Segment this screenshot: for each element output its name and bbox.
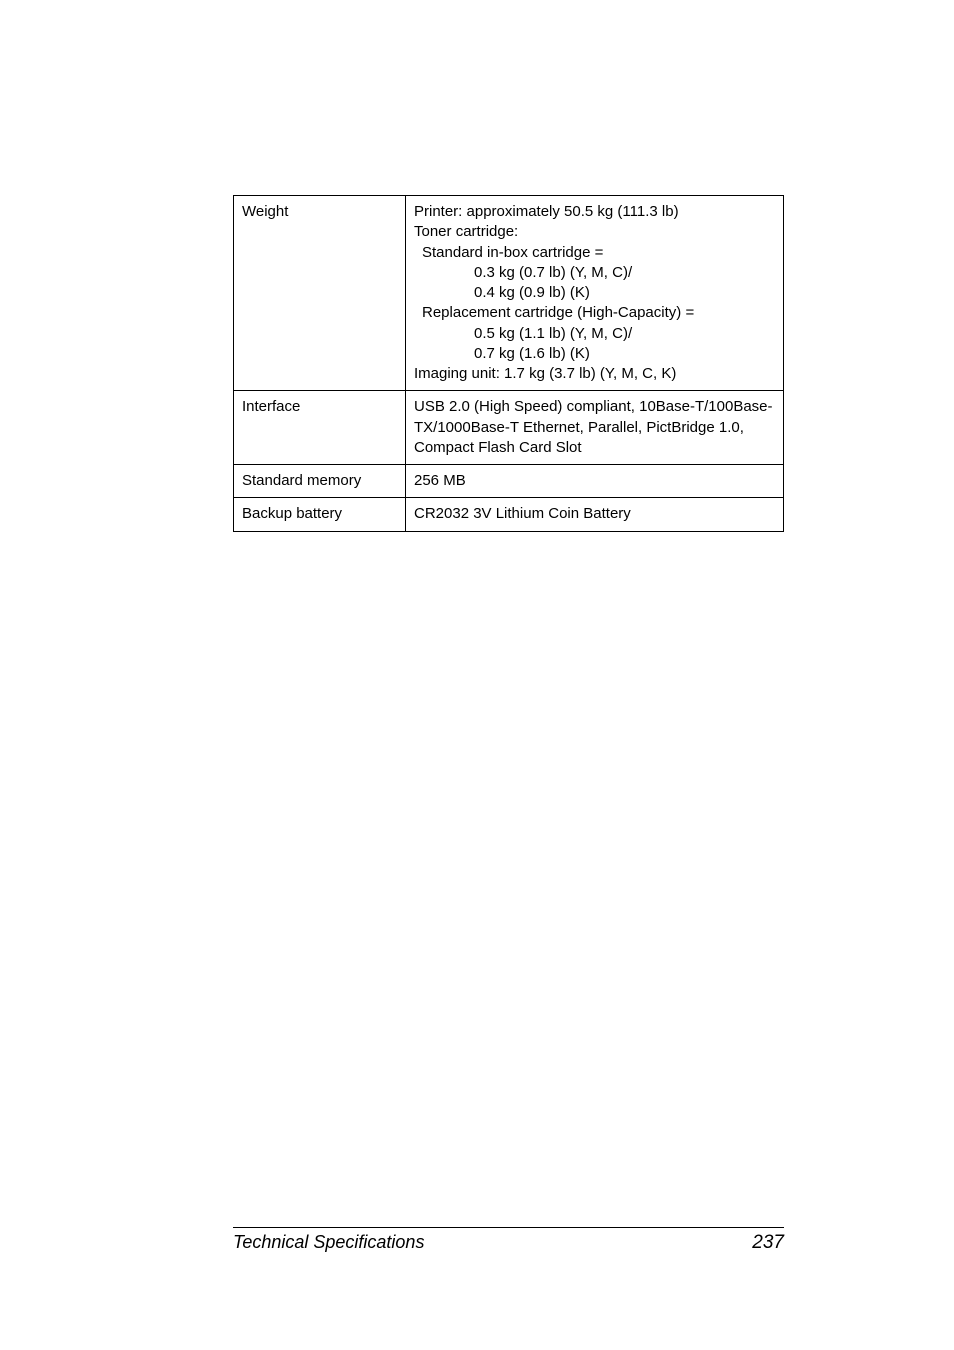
spec-table: Weight Printer: approximately 50.5 kg (11… xyxy=(233,195,784,532)
spec-line: USB 2.0 (High Speed) compliant, 10Base-T… xyxy=(414,397,775,458)
spec-line: Toner cartridge: xyxy=(414,222,775,242)
spec-label: Interface xyxy=(234,391,406,465)
spec-line: CR2032 3V Lithium Coin Battery xyxy=(414,504,775,524)
spec-line: 0.5 kg (1.1 lb) (Y, M, C)/ xyxy=(414,324,775,344)
table-row: Weight Printer: approximately 50.5 kg (11… xyxy=(234,196,784,391)
spec-value: 256 MB xyxy=(406,465,784,498)
spec-line: Imaging unit: 1.7 kg (3.7 lb) (Y, M, C, … xyxy=(414,364,775,384)
spec-label: Standard memory xyxy=(234,465,406,498)
spec-line: 256 MB xyxy=(414,471,775,491)
spec-line: 0.3 kg (0.7 lb) (Y, M, C)/ xyxy=(414,263,775,283)
table-row: InterfaceUSB 2.0 (High Speed) compliant,… xyxy=(234,391,784,465)
footer-rule xyxy=(233,1227,784,1228)
spec-line: Replacement cartridge (High-Capacity) = xyxy=(414,303,775,323)
spec-label: Weight xyxy=(234,196,406,391)
footer-title: Technical Specifications xyxy=(233,1232,424,1253)
spec-line: Standard in-box cartridge = xyxy=(414,243,775,263)
spec-line: Printer: approximately 50.5 kg (111.3 lb… xyxy=(414,202,775,222)
page-footer: Technical Specifications 237 xyxy=(233,1227,784,1254)
spec-label: Backup battery xyxy=(234,498,406,531)
spec-line: 0.4 kg (0.9 lb) (K) xyxy=(414,283,775,303)
table-row: Backup battery CR2032 3V Lithium Coin Bat… xyxy=(234,498,784,531)
spec-value: CR2032 3V Lithium Coin Battery xyxy=(406,498,784,531)
spec-value: Printer: approximately 50.5 kg (111.3 lb… xyxy=(406,196,784,391)
spec-value: USB 2.0 (High Speed) compliant, 10Base-T… xyxy=(406,391,784,465)
footer-page-number: 237 xyxy=(752,1232,784,1254)
spec-line: 0.7 kg (1.6 lb) (K) xyxy=(414,344,775,364)
table-row: Standard memory 256 MB xyxy=(234,465,784,498)
